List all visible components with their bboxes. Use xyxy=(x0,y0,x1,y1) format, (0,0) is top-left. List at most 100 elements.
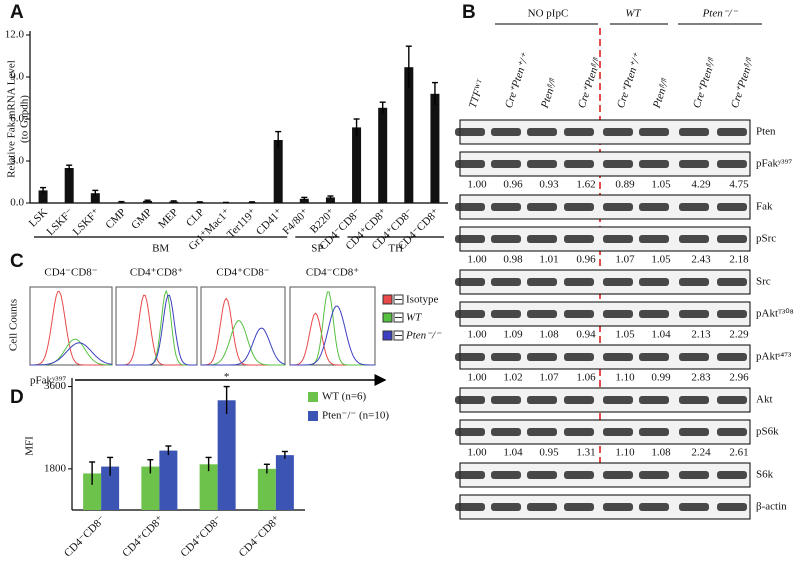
blot-band xyxy=(491,396,521,404)
histogram-curve xyxy=(30,291,112,366)
lane-label: Cre⁺Ptenᶠˡ/ᶠˡ xyxy=(729,56,757,110)
blot-band xyxy=(639,128,669,136)
row-label: Fak xyxy=(756,201,773,213)
legend-label: Pten⁻/⁻ xyxy=(405,330,442,342)
blot-band xyxy=(455,310,485,318)
quant-value: 1.02 xyxy=(503,372,522,384)
legend-label: WT xyxy=(406,312,422,324)
population-title: CD4⁻CD8⁺ xyxy=(306,267,359,279)
blot-band xyxy=(679,310,709,318)
y-axis-label: Relative Fak mRNA Level xyxy=(6,60,18,178)
blot-band xyxy=(527,203,557,211)
blot-band xyxy=(491,203,521,211)
quant-value: 4.29 xyxy=(691,179,711,191)
blot-band xyxy=(639,235,669,243)
bar xyxy=(257,468,276,510)
x-tick-label: GMP xyxy=(129,206,154,231)
bar xyxy=(90,193,100,203)
y-tick-label: 0.0 xyxy=(10,197,24,209)
y-tick-label: 9.0 xyxy=(10,71,24,83)
blot-band xyxy=(603,396,633,404)
group-header: WT xyxy=(625,8,641,20)
panel-letter: D xyxy=(10,387,24,408)
bar xyxy=(143,200,153,203)
row-label: β-actin xyxy=(756,501,787,513)
quant-value: 2.13 xyxy=(691,329,711,341)
blot-band xyxy=(639,503,669,511)
blot-band xyxy=(527,503,557,511)
blot-band xyxy=(455,503,485,511)
blot-band xyxy=(717,428,747,436)
blot-band xyxy=(679,203,709,211)
blot-band xyxy=(564,396,594,404)
quant-value: 1.04 xyxy=(503,447,523,459)
quant-value: 1.10 xyxy=(615,447,635,459)
blot-band xyxy=(717,396,747,404)
quant-value: 1.04 xyxy=(651,329,671,341)
y-axis-label: MFI xyxy=(24,436,36,456)
quant-value: 1.08 xyxy=(651,447,671,459)
population-title: CD4⁻CD8⁻ xyxy=(44,267,97,279)
histogram-curve xyxy=(290,312,375,366)
panel-letter: A xyxy=(10,2,24,23)
histogram-curve xyxy=(201,327,286,366)
bar xyxy=(64,168,74,203)
x-tick-label: LSKF⁻ xyxy=(44,206,76,238)
blot-band xyxy=(679,428,709,436)
quant-value: 0.99 xyxy=(651,372,671,384)
histogram-frame xyxy=(29,286,113,366)
lane-label: Ptenᶠˡ/ᶠˡ xyxy=(539,77,560,111)
row-label: Pten xyxy=(756,126,776,138)
group-label: BM xyxy=(152,243,169,255)
blot-band xyxy=(564,278,594,286)
x-tick-label: CD4⁻CD8⁺ xyxy=(237,513,283,559)
annotation: * xyxy=(224,371,230,383)
blot-band xyxy=(639,160,669,168)
row-label: Src xyxy=(756,276,771,288)
quant-value: 0.96 xyxy=(503,179,523,191)
group-header: NO pIpC xyxy=(528,8,569,20)
row-label: pAktᵀ³⁰⁸ xyxy=(756,308,794,320)
x-tick-label: CD4⁻CD8⁻ xyxy=(62,513,108,559)
blot-band xyxy=(455,396,485,404)
blot-band xyxy=(603,278,633,286)
blot-band xyxy=(717,278,747,286)
histogram-frame xyxy=(289,286,376,366)
group-header: Pten⁻/⁻ xyxy=(702,8,739,20)
row-label: pFakʸ³⁹⁷ xyxy=(756,158,792,170)
quant-value: 1.05 xyxy=(615,329,635,341)
quant-value: 2.83 xyxy=(691,372,711,384)
row-label: Akt xyxy=(756,394,773,406)
row-label: pSrc xyxy=(756,233,776,245)
quant-value: 0.94 xyxy=(576,329,596,341)
group-label: SP xyxy=(311,243,323,255)
bar xyxy=(378,107,388,203)
quant-value: 0.98 xyxy=(503,254,523,266)
blot-band xyxy=(679,160,709,168)
blot-band xyxy=(564,203,594,211)
histogram-curve xyxy=(116,289,197,366)
legend-label: WT (n=6) xyxy=(322,391,367,403)
blot-band xyxy=(717,353,747,361)
quant-value: 1.01 xyxy=(539,254,558,266)
legend-label: Pten⁻/⁻ (n=10) xyxy=(322,410,389,422)
bar xyxy=(275,455,294,510)
histogram-curve xyxy=(30,342,113,366)
blot-band xyxy=(679,471,709,479)
blot-band xyxy=(527,160,557,168)
x-tick-label: LSKF⁺ xyxy=(71,206,103,238)
quant-value: 0.95 xyxy=(539,447,559,459)
quant-value: 1.07 xyxy=(615,254,635,266)
bar xyxy=(101,466,120,510)
blot-band xyxy=(603,428,633,436)
quant-value: 2.29 xyxy=(729,329,749,341)
blot-band xyxy=(527,235,557,243)
bar xyxy=(38,190,48,203)
blot-band xyxy=(603,160,633,168)
blot-band xyxy=(603,471,633,479)
quant-value: 0.96 xyxy=(576,254,596,266)
blot-band xyxy=(717,471,747,479)
bar xyxy=(199,464,218,510)
